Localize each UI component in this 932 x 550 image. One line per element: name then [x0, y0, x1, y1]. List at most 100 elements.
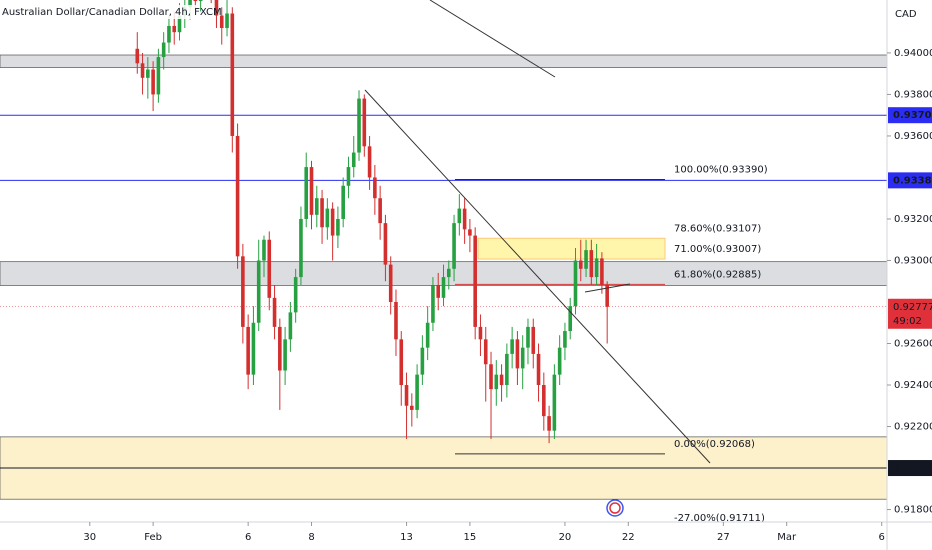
time-axis: [0, 522, 932, 550]
candle-body: [230, 13, 235, 136]
candle-body: [520, 347, 525, 369]
fib-zone: [477, 237, 666, 260]
candle-body: [235, 135, 240, 257]
candle-body: [146, 69, 150, 78]
candle-body: [341, 185, 345, 219]
candle-body: [156, 57, 161, 95]
candle-body: [404, 385, 409, 406]
candle-body: [246, 326, 250, 375]
y-tick-label: 0.92600: [894, 339, 932, 350]
x-tick-label: 27: [717, 532, 730, 543]
candle-body: [193, 0, 198, 2]
x-tick-label: 20: [559, 532, 572, 543]
candle-body: [256, 260, 261, 323]
candle-body: [373, 177, 377, 199]
candle-body: [399, 339, 404, 386]
candle-body: [388, 264, 393, 302]
candle-body: [531, 326, 536, 354]
candle-body: [468, 229, 472, 236]
level-badge: [888, 107, 932, 124]
trend-line: [429, 0, 556, 78]
candle-body: [415, 374, 419, 410]
candle-body: [357, 98, 361, 153]
candle-body: [219, 15, 224, 29]
candle-body: [167, 25, 171, 43]
candle-body: [278, 326, 282, 371]
x-tick-label: Feb: [144, 532, 162, 543]
candle-body: [505, 353, 509, 386]
candle-body: [351, 152, 356, 168]
x-tick-label: 6: [245, 532, 251, 543]
fib-label: 78.60%(0.93107): [674, 223, 761, 234]
candle-body: [473, 235, 477, 327]
level-badge: [888, 172, 932, 189]
candle-body: [526, 326, 530, 348]
level-badge-label: 0.93386: [893, 175, 932, 186]
chart-title: Australian Dollar/Canadian Dollar, 4h, F…: [2, 7, 222, 18]
candle-body: [188, 0, 192, 8]
candle-body: [346, 167, 351, 186]
y-tick-label: 0.93000: [894, 255, 932, 266]
x-tick-label: Mar: [777, 532, 797, 543]
x-tick-label: 30: [83, 532, 96, 543]
price-axis: [887, 0, 932, 550]
candle-body: [457, 208, 462, 224]
candle-body: [584, 250, 588, 269]
candle-body: [304, 167, 309, 219]
candle-body: [367, 146, 372, 178]
candle-body: [251, 322, 256, 375]
y-tick-label: 0.92200: [894, 422, 932, 433]
candle-body: [325, 208, 330, 228]
candle-body: [568, 306, 573, 332]
candle-body: [336, 218, 340, 236]
candle-body: [542, 385, 546, 417]
event-icon-inner: [609, 502, 621, 514]
candle-body: [283, 339, 287, 371]
candle-body: [578, 260, 583, 269]
candle-body: [589, 250, 594, 278]
candle-body: [436, 285, 441, 298]
candle-body: [594, 258, 599, 278]
price-badge-label: 0.92777: [893, 302, 932, 313]
candle-body: [198, 0, 203, 2]
candle-body: [293, 277, 298, 313]
candle-body: [515, 339, 520, 369]
candle-body: [314, 198, 319, 215]
candle-body: [536, 353, 541, 386]
y-tick-label: 0.91800: [894, 505, 932, 516]
candle-body: [267, 239, 272, 298]
candle-body: [431, 285, 435, 323]
candle-body: [151, 69, 155, 95]
plot-area: 100.00%(0.93390) 78.60%(0.93107) 71.00%(0.…: [0, 0, 888, 524]
candle-body: [272, 297, 277, 327]
candle-body: [140, 63, 145, 78]
candle-body: [241, 256, 245, 327]
candle-body: [441, 277, 446, 298]
candle-body: [446, 268, 451, 278]
candle-body: [262, 239, 266, 261]
price-badge: [888, 298, 932, 329]
candle-body: [600, 258, 604, 286]
candle-body: [552, 374, 557, 431]
zone: [0, 54, 888, 68]
trend-line: [584, 283, 631, 293]
axis-layer: 0.94000 0.93800 0.93600 0.93200 0.93000 0.926…: [83, 48, 932, 543]
candle-body: [510, 339, 514, 354]
candle-body: [425, 322, 430, 348]
candle-body: [135, 48, 140, 64]
level-badge: [888, 460, 932, 477]
candle-body: [478, 326, 483, 340]
y-tick-label: 0.93800: [894, 89, 932, 100]
x-tick-label: 13: [400, 532, 413, 543]
candle-body: [288, 312, 293, 340]
candle-body: [573, 260, 578, 307]
fib-label: 61.80%(0.92885): [674, 269, 761, 280]
candle-body: [410, 405, 414, 410]
candle-body: [362, 98, 367, 147]
currency: CAD: [895, 9, 917, 20]
fib-label: 0.00%(0.92068): [674, 439, 755, 450]
candle-body: [309, 167, 314, 215]
candle-body: [499, 374, 504, 386]
